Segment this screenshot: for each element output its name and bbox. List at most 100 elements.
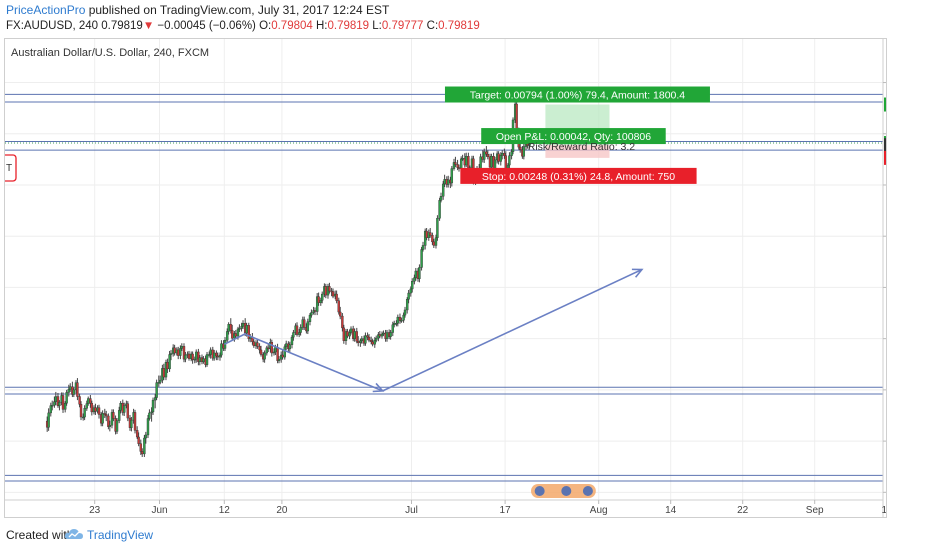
candle-up: [151, 399, 155, 413]
candle-up: [195, 351, 198, 360]
candle-down: [339, 311, 342, 317]
chart-canvas[interactable]: Target: 0.00794 (1.00%) 79.4, Amount: 18…: [5, 39, 886, 517]
candle-down: [256, 342, 259, 347]
candle-down: [173, 347, 176, 354]
created-with-label: Created with: [6, 528, 74, 542]
footer: Created with TradingView: [0, 520, 932, 550]
candle-up: [292, 332, 295, 338]
candle-down: [341, 315, 344, 329]
x-tick-label: Aug: [590, 505, 608, 516]
candle-up: [409, 288, 412, 294]
candle-up: [310, 312, 313, 316]
candle-up: [434, 237, 438, 246]
candle-up: [49, 405, 52, 414]
candle-up: [119, 402, 122, 411]
candle-down: [105, 414, 108, 417]
candle-up: [202, 358, 205, 362]
stop-zone: [545, 145, 610, 158]
candle-down: [231, 330, 234, 339]
candle-up: [72, 389, 76, 395]
tradingview-link[interactable]: TradingView: [87, 528, 154, 542]
candle-down: [259, 349, 263, 355]
candle-up: [144, 434, 148, 439]
candle-up: [180, 346, 184, 349]
candle-up: [447, 179, 450, 185]
candle-down: [346, 331, 349, 337]
candle-down: [331, 291, 335, 297]
candle-up: [146, 418, 150, 436]
candle-down: [497, 153, 500, 162]
candle-up: [153, 397, 157, 401]
candle-up: [198, 357, 202, 362]
candle-down: [79, 404, 83, 418]
candle-down: [94, 407, 97, 412]
candle-up: [225, 331, 229, 341]
close-value: 0.79819: [438, 20, 480, 32]
risk-reward-label: Risk/Reward Ratio: 3.2: [528, 141, 636, 153]
candle-down: [216, 355, 220, 358]
candle-up: [403, 309, 407, 316]
open-label: O:: [259, 20, 272, 32]
tradingview-cloud-icon: [64, 529, 83, 539]
change-value: −0.00045 (−0.06%): [157, 20, 256, 32]
candle-down: [295, 325, 299, 335]
candle-down: [187, 353, 191, 359]
candle-up: [418, 267, 421, 279]
candle-up: [407, 292, 410, 300]
event-icon: [582, 486, 593, 496]
candle-down: [252, 341, 256, 347]
down-arrow-icon: ▼: [142, 20, 155, 32]
stop-label: Stop: 0.00248 (0.31%) 24.8, Amount: 750: [482, 171, 675, 183]
candle-up: [321, 293, 324, 301]
candle-up: [405, 299, 409, 311]
candle-up: [123, 405, 126, 413]
event-icons[interactable]: [531, 484, 596, 498]
candle-up: [209, 349, 212, 355]
candle-up: [349, 328, 353, 333]
candle-down: [276, 347, 279, 361]
position-labels: Target: 0.00794 (1.00%) 79.4, Amount: 18…: [444, 86, 710, 184]
candle-up: [414, 270, 418, 278]
candle-up: [308, 314, 312, 322]
low-label: L:: [372, 20, 382, 32]
candle-up: [297, 332, 301, 335]
x-tick-label: 20: [276, 505, 288, 516]
candle-down: [177, 349, 180, 356]
candle-down: [281, 354, 284, 358]
candle-down: [457, 167, 461, 169]
candle-up: [522, 146, 526, 157]
candle-down: [112, 412, 115, 419]
candle-up: [299, 327, 302, 333]
price-tag-bg: [884, 150, 886, 165]
candle-up: [319, 300, 322, 303]
candle-up: [241, 323, 245, 327]
target-label-bg: [444, 86, 710, 103]
candle-up: [413, 277, 416, 282]
author-link[interactable]: PriceActionPro: [6, 3, 86, 17]
pnl-label-bg: [481, 128, 666, 145]
trend-line: [245, 333, 384, 392]
candle-up: [459, 158, 463, 169]
candle-down: [126, 403, 130, 419]
trend-line: [223, 332, 247, 346]
time-axis[interactable]: 23 Jun 12 20 Jul 17 Aug 14 22 Sep 11: [89, 500, 886, 516]
chart-frame[interactable]: Target: 0.00794 (1.00%) 79.4, Amount: 18…: [4, 38, 887, 518]
candle-up: [277, 358, 281, 361]
candle-up: [240, 326, 243, 329]
svg-text:T: T: [6, 163, 12, 174]
candle-down: [456, 164, 459, 168]
candle-up: [65, 392, 68, 404]
x-tick-label: 14: [665, 505, 677, 516]
candle-up: [402, 314, 405, 321]
high-value: 0.79819: [327, 20, 370, 32]
side-tool-button[interactable]: T: [5, 154, 17, 182]
candle-down: [425, 230, 428, 238]
price-axis[interactable]: 0.810000.800000.790000.780000.770000.760…: [883, 78, 886, 499]
candle-down: [317, 296, 320, 303]
candle-up: [101, 413, 104, 424]
candle-up: [360, 338, 364, 341]
stop-label-bg: [460, 167, 697, 184]
candle-down: [267, 347, 270, 350]
candle-up: [483, 151, 486, 160]
candle-down: [90, 402, 94, 413]
